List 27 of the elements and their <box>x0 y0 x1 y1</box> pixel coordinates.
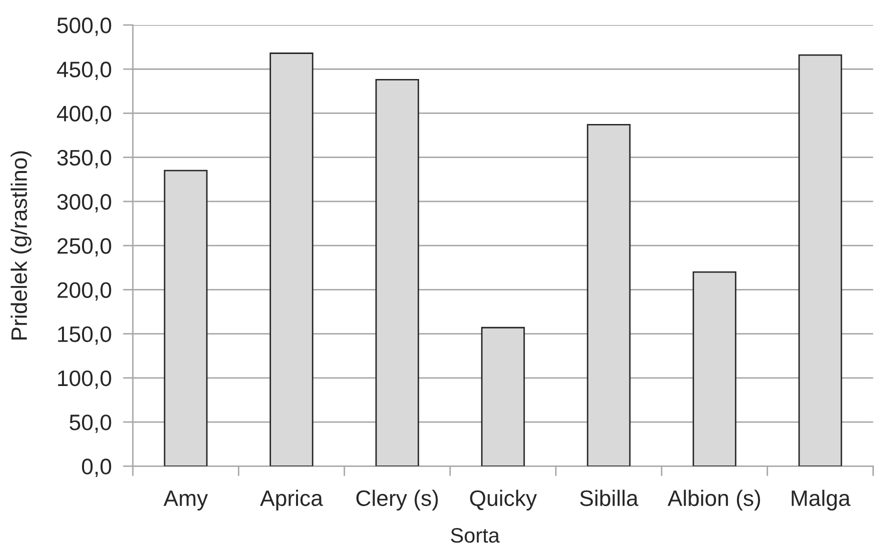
y-tick-label: 500,0 <box>57 18 112 36</box>
bar <box>586 124 631 466</box>
y-tick-label: 100,0 <box>58 370 112 389</box>
y-tick-label: 300,0 <box>57 194 112 212</box>
bar <box>375 79 420 466</box>
y-tick-label: 150,0 <box>58 326 112 345</box>
x-tick-label: Aprica <box>260 490 323 510</box>
y-tick-label: 350,0 <box>57 150 112 168</box>
x-tick-label: Clery (s) <box>356 490 438 510</box>
x-tick-label: Quicky <box>470 490 537 510</box>
bar <box>692 271 736 466</box>
bar <box>270 52 314 466</box>
y-tick-label: 250,0 <box>58 238 112 256</box>
y-tick-label: 450,0 <box>56 62 112 80</box>
x-tick-label: Malga <box>792 490 851 510</box>
x-tick-label: Sibilla <box>580 490 638 506</box>
x-tick-label: Albion (s) <box>668 490 760 510</box>
y-axis-title: Pridelek (g/rastlino) <box>10 151 32 340</box>
y-tick-label: 200,0 <box>58 282 112 301</box>
bar <box>164 170 208 466</box>
bar <box>798 54 842 466</box>
y-tick-label: 50,0 <box>70 414 112 433</box>
x-tick-label: Amy <box>164 490 208 510</box>
x-axis-title: Sorta <box>450 528 500 543</box>
y-tick-label: 0,0 <box>82 458 112 478</box>
bar <box>481 326 525 466</box>
y-tick-label: 400,0 <box>56 106 112 124</box>
